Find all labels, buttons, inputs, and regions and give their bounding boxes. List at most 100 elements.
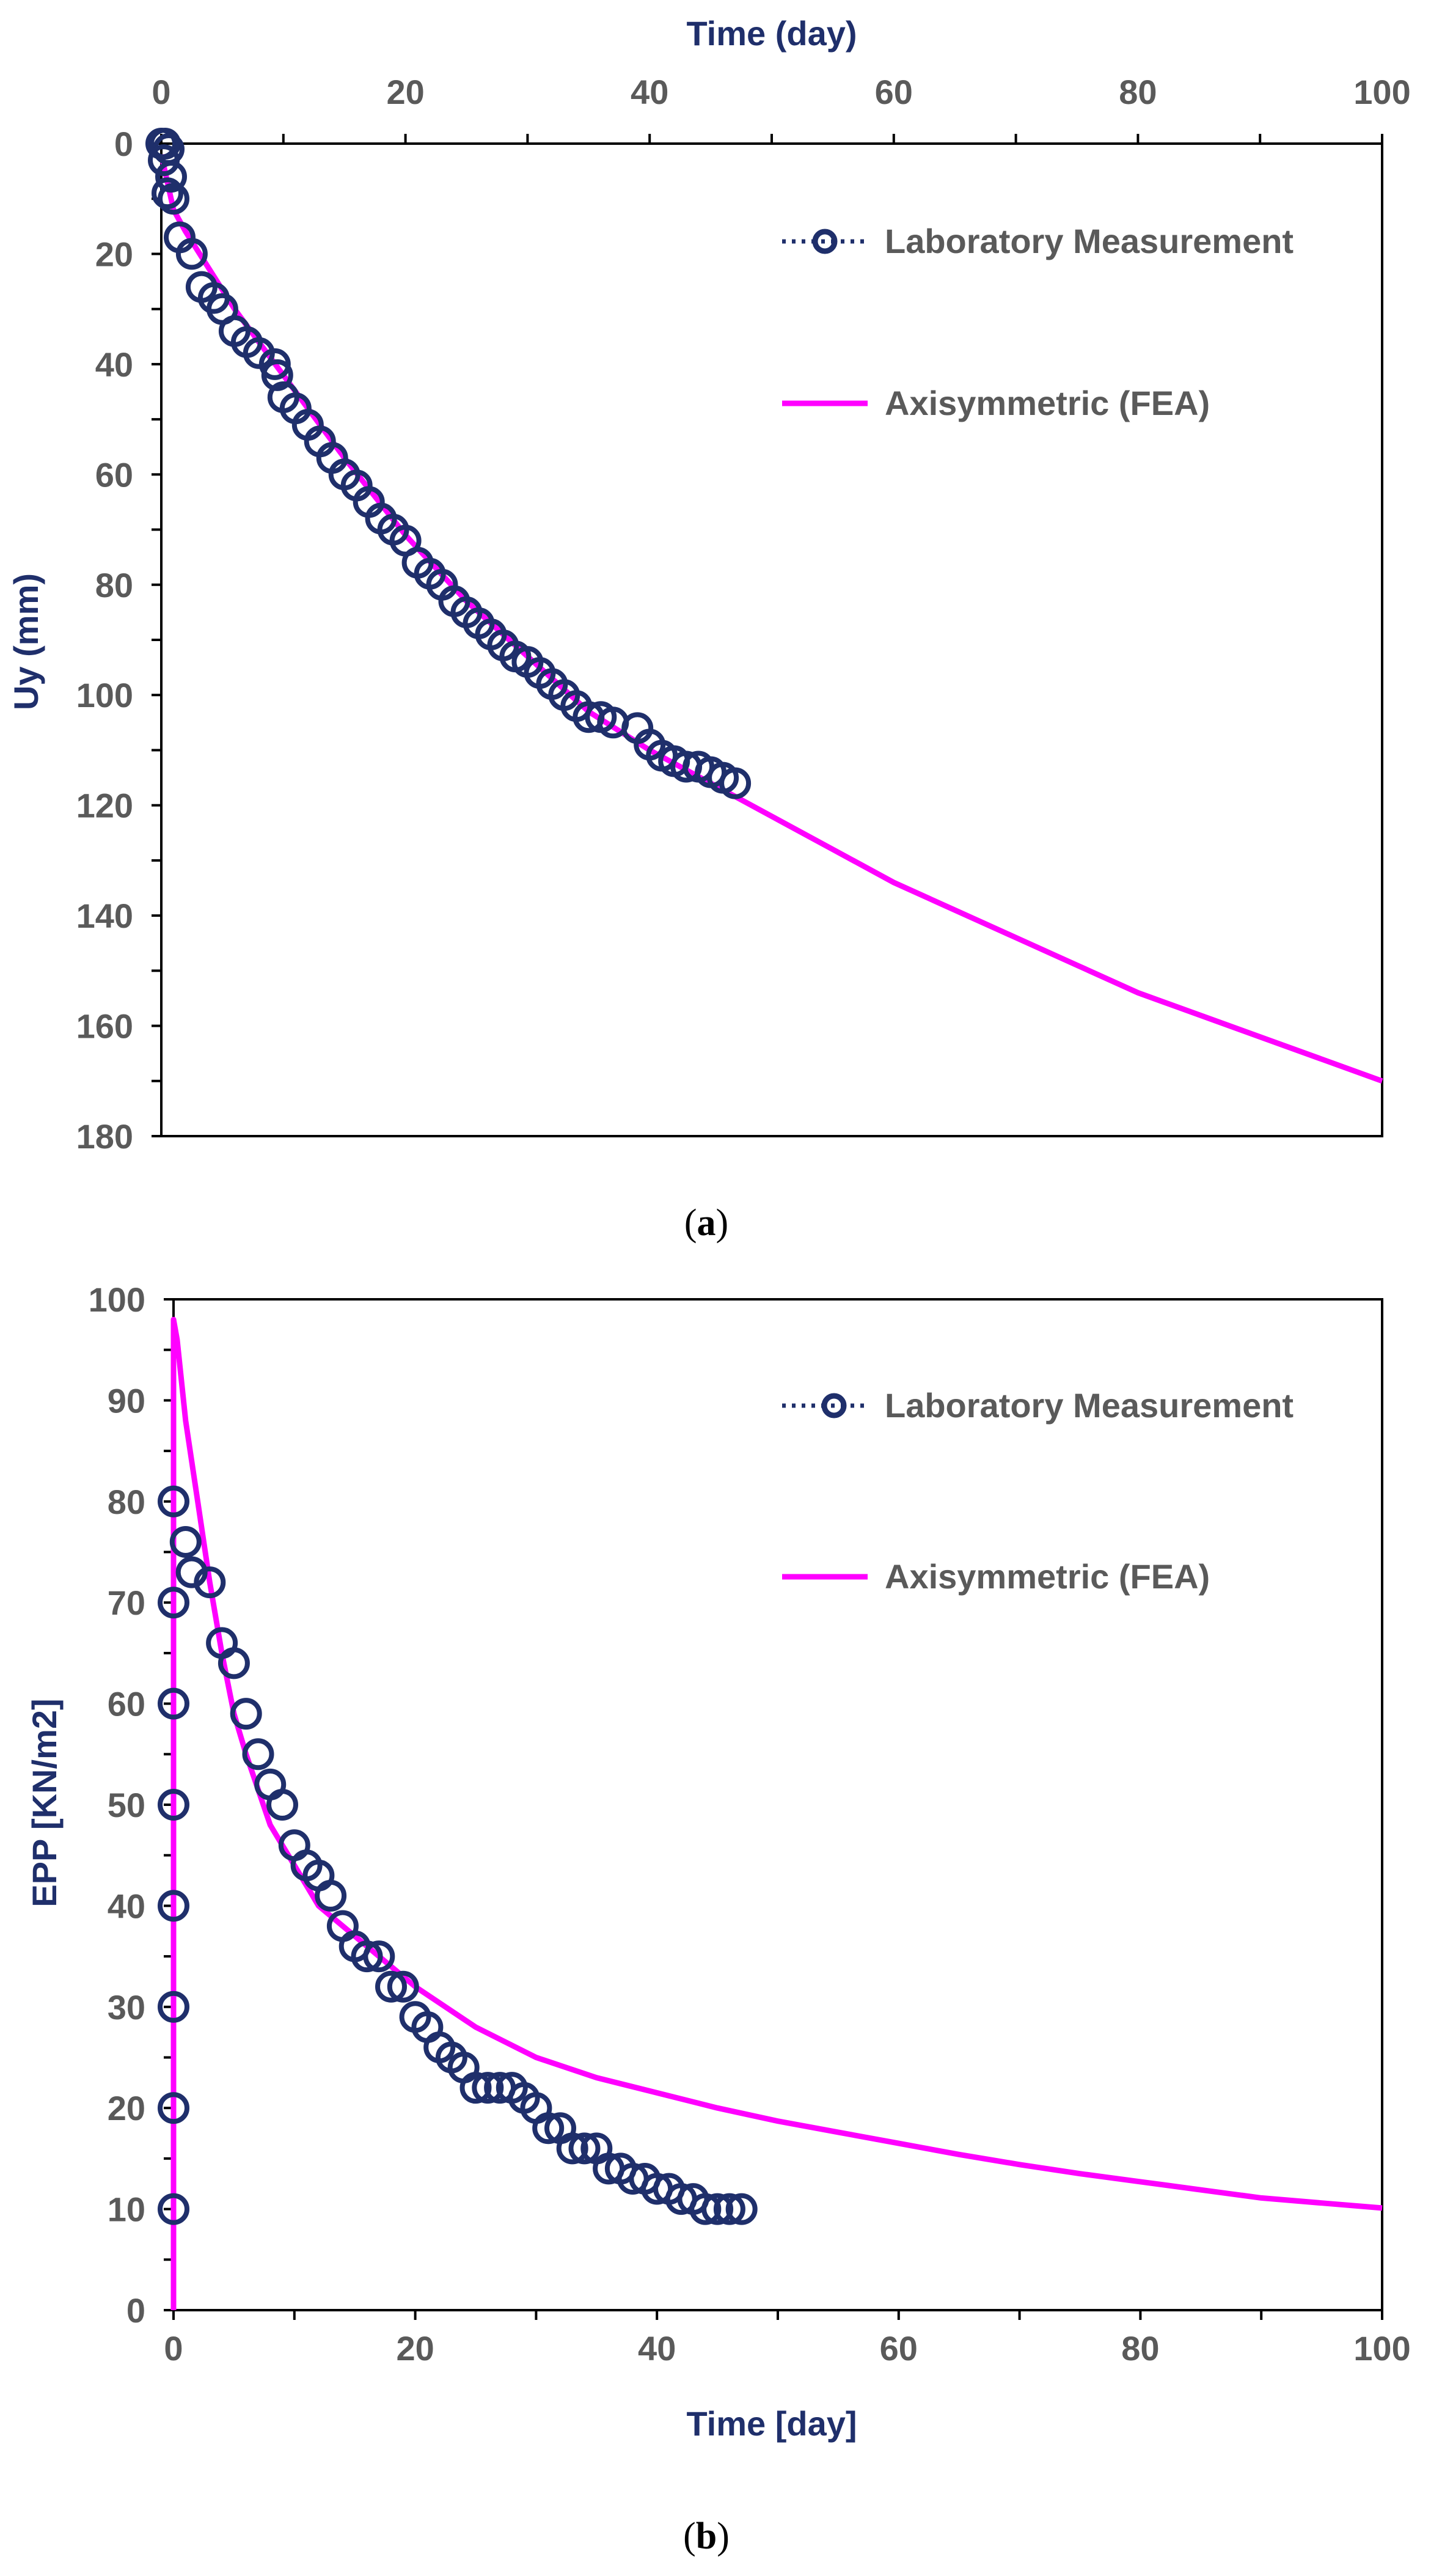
chart-b-measurement-point: [158, 1991, 189, 2023]
chart-a-legend: Laboratory Measurement Axisymmetric (FEA…: [782, 222, 1294, 422]
chart-b-measurement-point: [158, 1587, 189, 1619]
chart-b-measurement-point: [472, 2072, 504, 2104]
chart-b-x-tick-label: 60: [880, 2329, 918, 2368]
chart-a-measurement-point: [155, 161, 187, 193]
chart-b-legend: Laboratory Measurement Axisymmetric (FEA…: [782, 1386, 1294, 1596]
chart-b-measurement-point: [725, 2193, 758, 2225]
chart-b-y-axis-title: EPP [KN/m2]: [25, 1698, 64, 1907]
chart-a-y-tick-label: 80: [95, 566, 133, 604]
chart-b-measurement-point: [158, 2193, 189, 2225]
chart-b-fea-line-group: [170, 1316, 1383, 2310]
chart-a-tick-marks: [152, 134, 1383, 1137]
chart-b-x-axis-title: Time [day]: [686, 2404, 857, 2443]
chart-a-measurement-point: [175, 238, 208, 270]
chart-a-legend-fea-label: Axisymmetric (FEA): [885, 384, 1210, 422]
chart-b-legend-measurement-swatch-marker: [821, 1393, 847, 1418]
chart-b-caption: (b): [683, 2515, 730, 2557]
chart-a-plot-frame: [160, 142, 1383, 1137]
chart-b-y-tick-label: 80: [108, 1483, 145, 1521]
chart-a-caption-close: ): [716, 1202, 729, 1244]
chart-b-measurement-point: [266, 1789, 298, 1821]
chart-b-measurement-point: [689, 2193, 722, 2225]
chart-a-y-tick-label: 140: [76, 897, 133, 935]
chart-a-y-tick-label: 160: [76, 1007, 133, 1046]
chart-a-x-tick-label: 100: [1353, 73, 1410, 111]
chart-a-y-tick-label: 120: [76, 787, 133, 825]
chart-a-x-tick-label: 60: [875, 73, 913, 111]
chart-b-caption-close: ): [717, 2515, 730, 2557]
chart-b-tick-marks: [164, 1298, 1383, 2320]
chart-b-legend-fea-label: Axisymmetric (FEA): [885, 1557, 1210, 1596]
chart-b-caption-letter: b: [696, 2515, 717, 2557]
chart-b-caption-open: (: [683, 2515, 696, 2557]
chart-b-measurement-point: [158, 1485, 189, 1517]
chart-b-x-tick-label: 20: [396, 2329, 434, 2368]
chart-b-measurement-point: [315, 1879, 347, 1912]
chart-a-caption: (a): [684, 1202, 728, 1244]
chart-b-measurement-point: [568, 2132, 601, 2165]
chart-b-measurement-point: [158, 1890, 189, 1922]
chart-a-legend-measurement-swatch-marker: [812, 229, 838, 254]
chart-a-x-axis-title: Time (day): [686, 14, 857, 53]
chart-a-x-tick-labels: 0 20 40 60 80 100: [152, 73, 1410, 111]
chart-b-measurement-point: [556, 2132, 588, 2165]
chart-b-y-tick-label: 70: [108, 1583, 145, 1622]
chart-b-measurement-point: [230, 1698, 262, 1730]
chart-b-measurement-point: [713, 2193, 745, 2225]
chart-a-legend-measurement-label: Laboratory Measurement: [885, 222, 1294, 260]
chart-a-y-tick-label: 40: [95, 345, 133, 384]
chart-a-y-tick-labels: 0 20 40 60 80 100 120 140 160 180: [76, 125, 133, 1156]
chart-b-measurement-point: [158, 1789, 189, 1821]
chart-b-y-tick-label: 40: [108, 1887, 145, 1925]
chart-b-measurement-point: [387, 1970, 419, 2003]
chart-a-x-tick-label: 0: [152, 73, 170, 111]
chart-a-y-tick-label: 100: [76, 676, 133, 714]
chart-a-x-tick-label: 40: [631, 73, 668, 111]
chart-b-measurement-point: [375, 1970, 407, 2003]
chart-a-y-tick-label: 20: [95, 235, 133, 273]
chart-b-measurement-point: [169, 1526, 202, 1558]
chart-b-plot-frame: [172, 1298, 1383, 2311]
chart-b-y-tick-label: 10: [108, 2190, 145, 2229]
chart-a-caption-open: (: [684, 1202, 697, 1244]
chart-b-x-tick-labels: 0 20 40 60 80 100: [164, 2329, 1410, 2368]
chart-b-legend-measurement-label: Laboratory Measurement: [885, 1386, 1294, 1425]
chart-b-measurement-point: [218, 1647, 250, 1679]
chart-a-y-tick-label: 60: [95, 455, 133, 494]
chart-b-measurement-points: [158, 1485, 758, 2225]
chart-b-fea-line: [170, 1316, 1383, 2310]
chart-b-measurement-point: [194, 1566, 226, 1599]
chart-b-measurement-point: [363, 1940, 395, 1973]
chart-b-measurement-point: [158, 1687, 189, 1720]
chart-b-x-tick-label: 100: [1353, 2329, 1410, 2368]
chart-b-y-tick-label: 30: [108, 1988, 145, 2027]
chart-b-y-tick-label: 20: [108, 2089, 145, 2127]
chart-a-measurement-point: [261, 359, 293, 391]
chart-a-measurement-point: [152, 177, 183, 210]
chart-b-measurement-point: [242, 1738, 274, 1771]
chart-a-x-tick-label: 20: [386, 73, 424, 111]
chart-a-y-tick-label: 0: [114, 125, 133, 163]
chart-b-y-tick-label: 100: [89, 1280, 145, 1319]
chart-b-x-tick-label: 80: [1121, 2329, 1159, 2368]
chart-b-y-tick-labels: 0 10 20 30 40 50 60 70 80 90 100: [89, 1280, 145, 2330]
chart-b-measurement-point: [701, 2193, 734, 2225]
chart-b-y-tick-label: 50: [108, 1786, 145, 1824]
chart-a-y-axis-title: Uy (mm): [7, 573, 45, 710]
chart-b-y-tick-label: 60: [108, 1685, 145, 1723]
chart-b-y-tick-label: 90: [108, 1381, 145, 1420]
chart-b: 0 20 40 60 80 100 0 10 20 30 40 50 60 70 80 90 100 Time…: [25, 1280, 1411, 2557]
chart-a-fea-line-group: [158, 154, 1383, 1084]
chart-a-caption-letter: a: [697, 1202, 716, 1244]
chart-a-x-tick-label: 80: [1119, 73, 1157, 111]
chart-a-measurement-points: [145, 128, 752, 799]
chart-b-measurement-point: [532, 2112, 565, 2145]
chart-a-measurement-point: [719, 767, 752, 799]
chart-a-y-tick-label: 180: [76, 1117, 133, 1156]
chart-b-measurement-point: [459, 2072, 492, 2104]
chart-b-measurement-point: [158, 2092, 189, 2124]
chart-b-x-tick-label: 0: [164, 2329, 183, 2368]
chart-b-x-tick-label: 40: [638, 2329, 676, 2368]
chart-b-measurement-point: [351, 1940, 383, 1973]
